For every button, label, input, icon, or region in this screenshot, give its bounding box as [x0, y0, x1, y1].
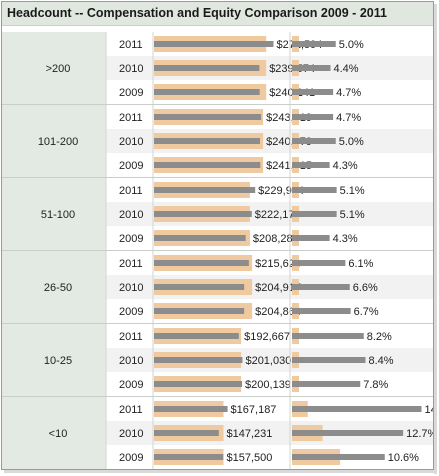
equity-value-label: 14.8% — [425, 404, 434, 416]
year-label: 2009 — [119, 379, 143, 391]
equity-value-label: 4.3% — [333, 233, 358, 245]
comp-value-bar — [154, 308, 245, 314]
equity-value-label: 5.0% — [339, 39, 364, 51]
comp-value-bar — [154, 114, 262, 120]
year-label: 2010 — [119, 136, 143, 148]
comp-value-bar — [154, 284, 245, 290]
group-label: 10-25 — [44, 355, 72, 367]
chart-area: >2002011$271,5945.0%2010$239,5744.4%2009… — [2, 32, 434, 469]
equity-value-bar — [292, 308, 351, 314]
year-label: 2011 — [119, 185, 143, 197]
comp-value-bar — [154, 235, 246, 241]
comp-value-label: $157,500 — [227, 452, 273, 464]
equity-value-bar — [292, 333, 364, 339]
equity-value-bar — [292, 381, 361, 387]
comp-value-bar — [154, 65, 260, 71]
year-label: 2009 — [119, 87, 143, 99]
comp-value-bar — [154, 430, 219, 436]
frame-shadow-bottom — [4, 470, 437, 473]
group-label: 26-50 — [44, 282, 72, 294]
year-label: 2010 — [119, 209, 143, 221]
year-label: 2010 — [119, 428, 143, 440]
year-label: 2011 — [119, 258, 143, 270]
equity-value-bar — [292, 65, 331, 71]
equity-value-label: 12.7% — [406, 428, 433, 440]
equity-value-bar — [292, 284, 350, 290]
comp-value-bar — [154, 162, 261, 168]
comp-value-bar — [154, 406, 228, 412]
group-band — [2, 251, 106, 323]
comp-value-label: $147,231 — [227, 428, 273, 440]
equity-value-label: 5.1% — [340, 185, 365, 197]
year-label: 2009 — [119, 233, 143, 245]
equity-value-bar — [292, 162, 330, 168]
group-band — [2, 105, 106, 177]
comp-value-bar — [154, 89, 260, 95]
equity-value-label: 4.3% — [333, 160, 358, 172]
equity-value-bar — [292, 211, 337, 217]
equity-value-label: 4.7% — [336, 87, 361, 99]
comp-value-bar — [154, 260, 249, 266]
comp-value-bar — [154, 138, 260, 144]
year-label: 2011 — [119, 331, 143, 343]
equity-value-label: 6.6% — [353, 282, 378, 294]
year-label: 2011 — [119, 39, 143, 51]
comp-value-bar — [154, 357, 243, 363]
equity-value-bar — [292, 114, 334, 120]
equity-value-label: 4.7% — [336, 112, 361, 124]
equity-value-bar — [292, 260, 346, 266]
equity-value-bar — [292, 454, 385, 460]
group-band — [2, 178, 106, 250]
comp-value-bar — [154, 454, 224, 460]
group-label: 101-200 — [38, 136, 78, 148]
comp-value-bar — [154, 41, 274, 47]
group-label: 51-100 — [41, 209, 75, 221]
chart-frame: Headcount -- Compensation and Equity Com… — [1, 1, 434, 470]
comp-value-bar — [154, 381, 243, 387]
comp-value-label: $200,139 — [245, 379, 291, 391]
title-bar: Headcount -- Compensation and Equity Com… — [2, 2, 433, 26]
group-band — [2, 397, 106, 469]
equity-value-bar — [292, 430, 404, 436]
equity-value-label: 5.1% — [340, 209, 365, 221]
frame-shadow-right — [434, 4, 437, 474]
year-label: 2011 — [119, 404, 143, 416]
comp-value-bar — [154, 211, 252, 217]
equity-value-label: 8.4% — [369, 355, 394, 367]
comp-value-label: $192,667 — [244, 331, 290, 343]
year-label: 2009 — [119, 306, 143, 318]
equity-value-bar — [292, 357, 366, 363]
year-label: 2010 — [119, 355, 143, 367]
equity-value-label: 4.4% — [334, 63, 359, 75]
equity-value-label: 10.6% — [388, 452, 419, 464]
year-label: 2009 — [119, 160, 143, 172]
equity-value-bar — [292, 41, 336, 47]
comp-value-label: $167,187 — [231, 404, 277, 416]
comp-value-label: $222,179 — [255, 209, 301, 221]
equity-value-bar — [292, 89, 334, 95]
equity-value-label: 5.0% — [339, 136, 364, 148]
year-label: 2010 — [119, 63, 143, 75]
equity-value-bar — [292, 406, 422, 412]
equity-value-bar — [292, 235, 330, 241]
equity-value-label: 6.7% — [354, 306, 379, 318]
year-label: 2011 — [119, 112, 143, 124]
comp-value-label: $201,030 — [245, 355, 291, 367]
year-label: 2009 — [119, 452, 143, 464]
year-label: 2010 — [119, 282, 143, 294]
group-band — [2, 324, 106, 396]
comp-value-bar — [154, 333, 239, 339]
chart-title: Headcount -- Compensation and Equity Com… — [7, 6, 387, 20]
comp-value-bar — [154, 187, 256, 193]
equity-value-label: 8.2% — [367, 331, 392, 343]
comp-value-label: $208,284 — [253, 233, 299, 245]
equity-value-bar — [292, 187, 337, 193]
group-band — [2, 32, 106, 104]
equity-value-bar — [292, 138, 336, 144]
group-label: >200 — [46, 63, 71, 75]
equity-value-label: 7.8% — [363, 379, 388, 391]
group-label: <10 — [49, 428, 68, 440]
equity-value-label: 6.1% — [348, 258, 373, 270]
